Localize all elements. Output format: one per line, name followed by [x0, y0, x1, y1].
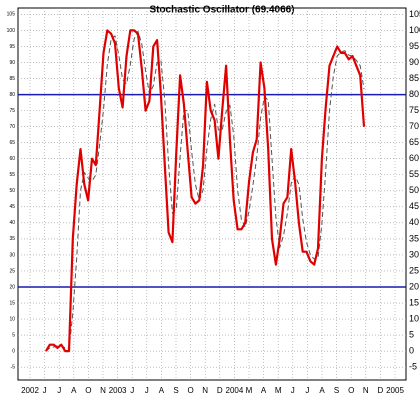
y-tick-label: 70 [409, 121, 419, 131]
x-tick-label: A [261, 386, 267, 395]
x-tick-label: J [43, 386, 47, 395]
y-tick-label-left: 35 [9, 236, 15, 242]
y-tick-label: 85 [409, 73, 419, 83]
y-tick-label: 65 [409, 137, 419, 147]
y-tick-label-left: -5 [11, 365, 16, 371]
y-tick-label-left: 80 [9, 92, 15, 98]
x-tick-label: J [130, 386, 134, 395]
x-tick-label: S [173, 386, 178, 395]
y-tick-label-left: 65 [9, 140, 15, 146]
y-tick-label: 75 [409, 105, 419, 115]
y-tick-label-left: 70 [9, 124, 15, 130]
y-tick-label: 40 [409, 217, 419, 227]
y-tick-label-left: 50 [9, 188, 15, 194]
x-tick-label: J [305, 386, 309, 395]
y-tick-label-left: 15 [9, 300, 15, 306]
y-tick-label-left: 45 [9, 204, 15, 210]
y-tick-label-left: 20 [9, 284, 15, 290]
x-tick-label: A [71, 386, 77, 395]
y-tick-label: 30 [409, 249, 419, 259]
y-tick-label: 60 [409, 153, 419, 163]
plot-frame [17, 7, 407, 381]
y-tick-label: 45 [409, 201, 419, 211]
y-tick-label: 25 [409, 265, 419, 275]
y-tick-label-left: 30 [9, 252, 15, 258]
x-tick-label: N [100, 386, 106, 395]
y-tick-label: 50 [409, 185, 419, 195]
x-tick-label: A [159, 386, 165, 395]
y-tick-label-left: 105 [7, 12, 16, 18]
y-tick-label-left: 40 [9, 220, 15, 226]
y-tick-label: 15 [409, 297, 419, 307]
x-tick-label: N [202, 386, 208, 395]
y-tick-label-left: 5 [12, 332, 15, 338]
y-tick-label: 20 [409, 281, 419, 291]
x-tick-label: J [145, 386, 149, 395]
x-tick-label: S [334, 386, 339, 395]
x-tick-label: O [348, 386, 354, 395]
y-tick-label-left: 95 [9, 44, 15, 50]
y-tick-label: 95 [409, 41, 419, 51]
y-tick-label-left: 90 [9, 60, 15, 66]
y-tick-label-left: 75 [9, 108, 15, 114]
y-tick-label-left: 85 [9, 76, 15, 82]
x-tick-label: D [378, 386, 384, 395]
x-tick-label: J [291, 386, 295, 395]
x-tick-label: 2003 [109, 386, 127, 395]
x-tick-label: 2002 [21, 386, 39, 395]
x-tick-label: J [57, 386, 61, 395]
y-tick-label: 80 [409, 89, 419, 99]
x-tick-label: O [85, 386, 91, 395]
y-tick-label-left: 10 [9, 316, 15, 322]
y-tick-label-left: 100 [7, 28, 16, 34]
y-tick-label: 10 [409, 313, 419, 323]
y-tick-label-left: 55 [9, 172, 15, 178]
x-tick-label: A [319, 386, 325, 395]
y-tick-label: -5 [409, 362, 417, 372]
x-tick-label: M [275, 386, 282, 395]
x-tick-label: 2005 [386, 386, 404, 395]
series-line [45, 29, 366, 353]
x-tick-label: 2004 [226, 386, 244, 395]
y-tick-label-left: 0 [12, 348, 15, 354]
x-tick-label: M [246, 386, 253, 395]
x-tick-label: D [217, 386, 223, 395]
y-tick-label: 55 [409, 169, 419, 179]
y-tick-label: 35 [409, 233, 419, 243]
y-tick-label: 5 [409, 329, 414, 339]
x-tick-label: O [187, 386, 193, 395]
x-tick-label: N [363, 386, 369, 395]
y-tick-label: 0 [409, 346, 414, 356]
chart-title: Stochastic Oscillator (69.4066) [149, 5, 294, 16]
y-tick-label-left: 60 [9, 156, 15, 162]
y-tick-label: 100 [409, 25, 420, 35]
y-tick-label: 90 [409, 57, 419, 67]
y-tick-label: 105 [409, 9, 420, 19]
y-tick-label-left: 25 [9, 268, 15, 274]
